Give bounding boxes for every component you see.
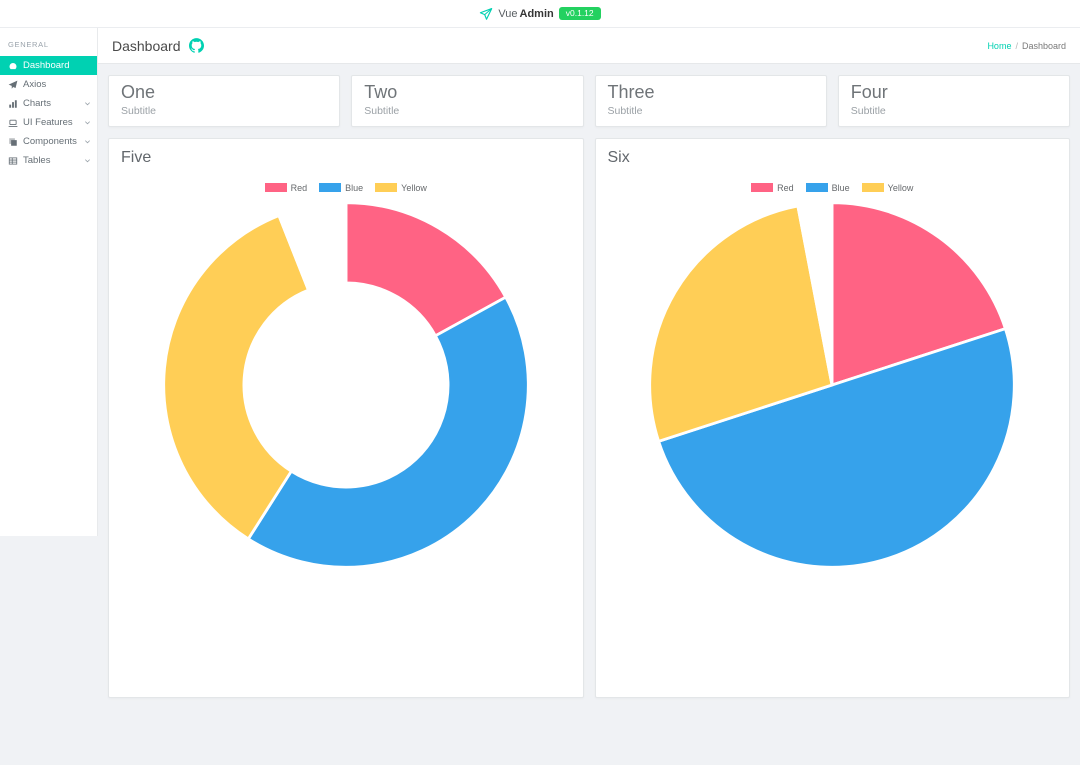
sidebar-item-tables[interactable]: Tables bbox=[0, 151, 97, 170]
chart-segment-yellow[interactable] bbox=[648, 203, 834, 443]
legend-swatch bbox=[751, 183, 774, 193]
legend-swatch bbox=[375, 183, 398, 193]
laptop-icon bbox=[8, 118, 18, 128]
legend-item-yellow[interactable]: Yellow bbox=[375, 183, 427, 193]
version-badge: v0.1.12 bbox=[558, 6, 601, 21]
stat-card-four: Four Subtitle bbox=[837, 75, 1070, 127]
breadcrumb-home-link[interactable]: Home bbox=[987, 40, 1012, 51]
chart-segment-yellow[interactable] bbox=[162, 213, 310, 541]
doughnut-chart-card: Five Red Blue Yellow bbox=[108, 137, 584, 698]
components-icon bbox=[8, 137, 18, 147]
charts-row: Five Red Blue Yellow Six bbox=[108, 137, 1070, 698]
breadcrumb: Home / Dashboard bbox=[987, 41, 1066, 51]
legend-swatch bbox=[319, 183, 342, 193]
legend-item-red[interactable]: Red bbox=[751, 183, 794, 193]
legend-label: Yellow bbox=[401, 182, 427, 193]
stat-card-subtitle: Subtitle bbox=[364, 104, 400, 117]
github-icon bbox=[188, 38, 204, 53]
legend-label: Red bbox=[290, 182, 308, 193]
legend-item-blue[interactable]: Blue bbox=[805, 182, 850, 193]
paper-plane-icon bbox=[8, 80, 18, 90]
legend-item-yellow[interactable]: Yellow bbox=[861, 182, 914, 193]
legend-label: Yellow bbox=[887, 182, 914, 193]
vueadmin-logo-icon bbox=[480, 7, 493, 20]
pie-chart-card: Six Red Blue Yellow bbox=[594, 137, 1070, 698]
chevron-down-icon bbox=[84, 119, 91, 126]
stat-card-subtitle: Subtitle bbox=[850, 104, 886, 117]
legend-swatch bbox=[264, 183, 287, 193]
chart-segment-blue[interactable] bbox=[246, 294, 530, 569]
brand[interactable]: Vue Admin v0.1.12 bbox=[479, 6, 601, 21]
stat-card-subtitle: Subtitle bbox=[607, 104, 643, 117]
github-link[interactable] bbox=[188, 38, 204, 53]
chart-segment-red[interactable] bbox=[830, 200, 1008, 387]
brand-admin-text: Admin bbox=[519, 7, 554, 20]
stat-card-title: Two bbox=[364, 82, 398, 102]
chevron-down-icon bbox=[84, 157, 91, 164]
sidebar-item-ui-features[interactable]: UI Features bbox=[0, 113, 97, 132]
stat-card-title: Three bbox=[607, 82, 655, 102]
legend-label: Blue bbox=[831, 182, 850, 193]
stat-card-subtitle: Subtitle bbox=[121, 104, 157, 117]
stat-card-three: Three Subtitle bbox=[594, 75, 827, 127]
stat-card-title: One bbox=[121, 82, 156, 102]
pie-chart[interactable] bbox=[646, 199, 1018, 571]
sidebar-item-label: UI Features bbox=[23, 117, 73, 128]
legend-item-red[interactable]: Red bbox=[264, 182, 308, 193]
chart-segment-gap[interactable] bbox=[796, 200, 834, 385]
chart-canvas-wrap bbox=[608, 199, 1058, 571]
chevron-down-icon bbox=[84, 100, 91, 107]
sidebar-item-label: Charts bbox=[23, 98, 51, 109]
sidebar-item-dashboard[interactable]: Dashboard bbox=[0, 56, 97, 75]
chart-legend: Red Blue Yellow bbox=[121, 183, 571, 193]
chart-title: Six bbox=[607, 148, 630, 166]
table-icon bbox=[8, 156, 18, 166]
chevron-down-icon bbox=[84, 138, 91, 145]
legend-label: Blue bbox=[345, 182, 364, 193]
chart-canvas-wrap bbox=[121, 199, 571, 571]
bar-chart-icon bbox=[8, 99, 18, 109]
stat-cards-row: One Subtitle Two Subtitle Three Subtitle… bbox=[108, 75, 1070, 127]
tachometer-icon bbox=[8, 61, 18, 71]
breadcrumb-separator: / bbox=[1015, 40, 1018, 51]
legend-swatch bbox=[805, 183, 828, 193]
stat-card-one: One Subtitle bbox=[108, 75, 341, 127]
sidebar-item-charts[interactable]: Charts bbox=[0, 94, 97, 113]
chart-title: Five bbox=[121, 148, 152, 166]
top-navbar: Vue Admin v0.1.12 bbox=[0, 0, 1080, 28]
doughnut-chart[interactable] bbox=[160, 199, 532, 571]
sidebar-item-axios[interactable]: Axios bbox=[0, 75, 97, 94]
legend-label: Red bbox=[777, 182, 794, 193]
stat-card-title: Four bbox=[850, 82, 888, 102]
legend-item-blue[interactable]: Blue bbox=[319, 183, 363, 193]
sidebar-item-label: Components bbox=[23, 136, 77, 147]
chart-segment-red[interactable] bbox=[344, 200, 508, 338]
page-title: Dashboard bbox=[112, 37, 181, 54]
chart-segment-gap[interactable] bbox=[276, 200, 348, 292]
legend-swatch bbox=[861, 183, 884, 193]
sidebar-section-label: GENERAL bbox=[8, 40, 49, 49]
breadcrumb-current: Dashboard bbox=[1021, 40, 1066, 51]
page-header: Dashboard Home / Dashboard bbox=[98, 28, 1080, 64]
stat-card-two: Two Subtitle bbox=[351, 75, 584, 127]
content-area: One Subtitle Two Subtitle Three Subtitle… bbox=[98, 65, 1080, 765]
sidebar-item-label: Dashboard bbox=[23, 60, 70, 71]
sidebar-item-components[interactable]: Components bbox=[0, 132, 97, 151]
sidebar-item-label: Axios bbox=[23, 79, 47, 90]
sidebar-item-label: Tables bbox=[23, 155, 51, 166]
chart-legend: Red Blue Yellow bbox=[608, 183, 1058, 193]
sidebar: GENERAL Dashboard Axios Charts UI Featur… bbox=[0, 28, 98, 536]
brand-vue-text: Vue bbox=[498, 7, 518, 20]
